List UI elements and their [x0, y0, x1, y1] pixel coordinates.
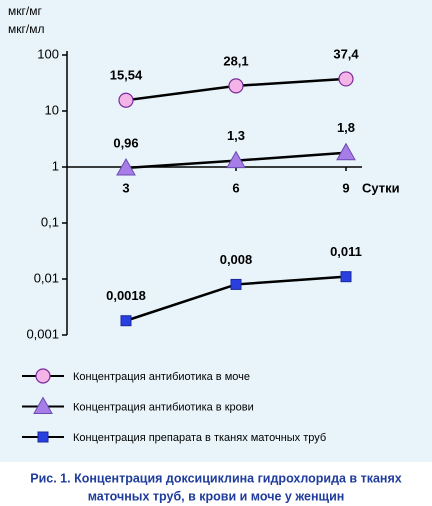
- data-point: [120, 315, 132, 327]
- x-tick-label: 9: [342, 180, 349, 195]
- data-point: [338, 71, 354, 87]
- legend-marker: [35, 368, 51, 384]
- data-point: [230, 278, 242, 290]
- y-tick-label: 1: [52, 158, 59, 173]
- data-label: 0,011: [330, 244, 362, 259]
- data-label: 15,54: [110, 68, 143, 83]
- data-label: 0,008: [220, 252, 253, 267]
- y-axis-label: мкг/мг: [8, 4, 42, 18]
- caption: Рис. 1. Концентрация доксициклина гидрох…: [30, 471, 401, 485]
- y-tick-label: 10: [45, 102, 59, 117]
- legend-marker: [33, 396, 53, 414]
- legend-label: Концентрация антибиотика в крови: [73, 401, 254, 413]
- data-label: 1,8: [337, 120, 355, 135]
- legend-label: Концентрация препарата в тканях маточных…: [73, 432, 326, 444]
- y-tick-label: 0,01: [34, 270, 59, 285]
- caption: маточных труб, в крови и моче у женщин: [88, 489, 345, 503]
- y-tick-label: 100: [37, 46, 59, 61]
- data-point: [340, 271, 352, 283]
- y-tick-label: 0,1: [41, 214, 59, 229]
- data-point: [336, 142, 356, 161]
- x-tick-label: 3: [122, 180, 129, 195]
- y-tick-label: 0,001: [26, 326, 59, 341]
- data-point: [228, 78, 244, 94]
- data-label: 1,3: [227, 128, 245, 143]
- chart-background: [0, 0, 432, 462]
- data-point: [118, 92, 134, 108]
- data-point: [116, 157, 136, 176]
- data-point: [226, 150, 246, 169]
- x-tick-label: 6: [232, 180, 239, 195]
- data-label: 0,96: [113, 135, 138, 150]
- x-axis-label: Сутки: [362, 180, 400, 195]
- y-axis-label: мкг/мл: [8, 22, 44, 36]
- legend-label: Концентрация антибиотика в моче: [73, 371, 250, 383]
- data-label: 37,4: [333, 46, 359, 61]
- data-label: 0,0018: [106, 288, 146, 303]
- legend-marker: [37, 431, 49, 443]
- data-label: 28,1: [223, 53, 248, 68]
